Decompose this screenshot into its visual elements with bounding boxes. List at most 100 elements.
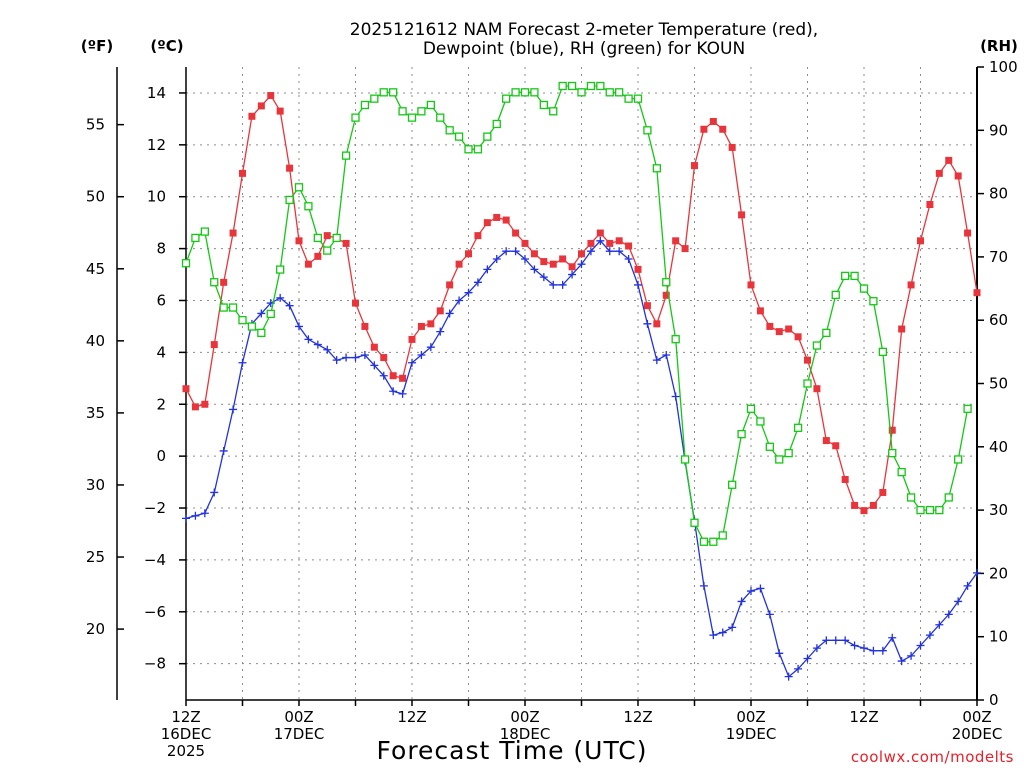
temperature-point (465, 250, 472, 258)
rh-point (728, 480, 737, 489)
fahrenheit-tick-label: 45 (86, 260, 105, 278)
rh-point (389, 88, 398, 97)
chart-title-line2: Dewpoint (blue), RH (green) for KOUN (423, 39, 745, 59)
dewpoint-point (916, 641, 925, 650)
rh-point (718, 531, 727, 540)
dewpoint-point (652, 356, 661, 365)
rh-point (897, 467, 906, 477)
dewpoint-point (577, 260, 586, 269)
temperature-point (945, 156, 953, 164)
rh-point (558, 81, 567, 91)
series-line (185, 85, 969, 543)
rh-point (228, 303, 238, 312)
temperature-point (220, 278, 228, 286)
temperature-point (399, 374, 407, 382)
temperature-point (738, 211, 746, 219)
temperature-point (756, 307, 764, 315)
rh-point (398, 107, 407, 116)
dewpoint-point (238, 358, 247, 367)
temperature-point (879, 488, 887, 496)
temperature-point (728, 143, 736, 151)
dewpoint-point (860, 644, 868, 653)
temperature-point (427, 320, 435, 328)
temperature-point (813, 385, 821, 393)
temperature-point (907, 281, 915, 289)
dewpoint-point (436, 327, 445, 336)
celsius-unit-label: (ºC) (150, 37, 183, 55)
dewpoint-point (794, 664, 803, 673)
rh-point (436, 113, 445, 122)
dewpoint-point (925, 631, 934, 640)
dewpoint-point (549, 280, 558, 289)
rh-point (671, 335, 680, 344)
temperature-point (898, 325, 906, 333)
dewpoint-point (596, 236, 605, 245)
temperature-point (926, 200, 934, 208)
dewpoint-point (747, 587, 755, 596)
temperature-point (389, 372, 397, 380)
dewpoint-point (954, 597, 963, 606)
rh-point (812, 341, 822, 350)
rh-point (341, 151, 351, 160)
temperature-point (446, 281, 454, 289)
grid-layer (186, 67, 977, 700)
rh-point (407, 113, 417, 122)
dewpoint-point (398, 389, 407, 398)
rh-point (662, 278, 671, 287)
series-layer (181, 81, 981, 681)
temperature-point (257, 102, 265, 110)
rh-point (257, 328, 266, 338)
rh-point (304, 202, 313, 211)
temperature-point (653, 320, 661, 328)
celsius-tick-label: 12 (147, 136, 166, 154)
temperature-point (888, 426, 896, 434)
dewpoint-point (709, 631, 718, 640)
dewpoint-point (464, 288, 473, 297)
temperature-point (474, 232, 482, 240)
temperature-point (700, 125, 708, 133)
dewpoint-point (973, 568, 981, 577)
rh-point (445, 126, 454, 135)
dewpoint-point (831, 636, 840, 645)
dewpoint-point (426, 343, 435, 352)
temperature-point (766, 322, 774, 330)
rh-point (906, 493, 916, 502)
rh-unit-label: (RH) (980, 37, 1018, 55)
dewpoint-point (539, 273, 548, 282)
dewpoint-point (634, 280, 642, 289)
temperature-point (917, 237, 924, 245)
rh-tick-label: 90 (989, 121, 1008, 139)
dewpoint-point (285, 301, 294, 310)
rh-point (586, 81, 596, 91)
rh-point (530, 88, 539, 97)
dewpoint-point (671, 392, 680, 401)
temperature-point (408, 335, 416, 343)
rh-point (925, 505, 935, 515)
dewpoint-point (511, 247, 520, 256)
temperature-point (785, 325, 793, 333)
rh-point (850, 271, 859, 281)
dewpoint-point (521, 254, 529, 263)
rh-point (954, 455, 963, 464)
dewpoint-point (295, 322, 303, 331)
dewpoint-point (568, 270, 577, 279)
fahrenheit-tick-label: 40 (86, 332, 105, 350)
rh-point (615, 88, 624, 97)
x-tick-label: 00Z (962, 708, 991, 726)
dewpoint-point (897, 657, 906, 666)
rh-point (332, 233, 341, 243)
temperature-point (587, 239, 595, 247)
fahrenheit-tick-label: 30 (86, 476, 105, 494)
rh-point (652, 164, 661, 173)
celsius-tick-label: 2 (156, 395, 166, 413)
rh-point (803, 379, 812, 388)
fahrenheit-tick-label: 35 (86, 404, 105, 422)
temperature-point (832, 442, 840, 450)
rh-point (888, 448, 897, 458)
fahrenheit-tick-label: 20 (86, 620, 105, 638)
fahrenheit-tick-label: 55 (86, 116, 105, 134)
rh-point (191, 233, 200, 243)
rh-point (294, 183, 304, 192)
dewpoint-point (605, 247, 614, 256)
